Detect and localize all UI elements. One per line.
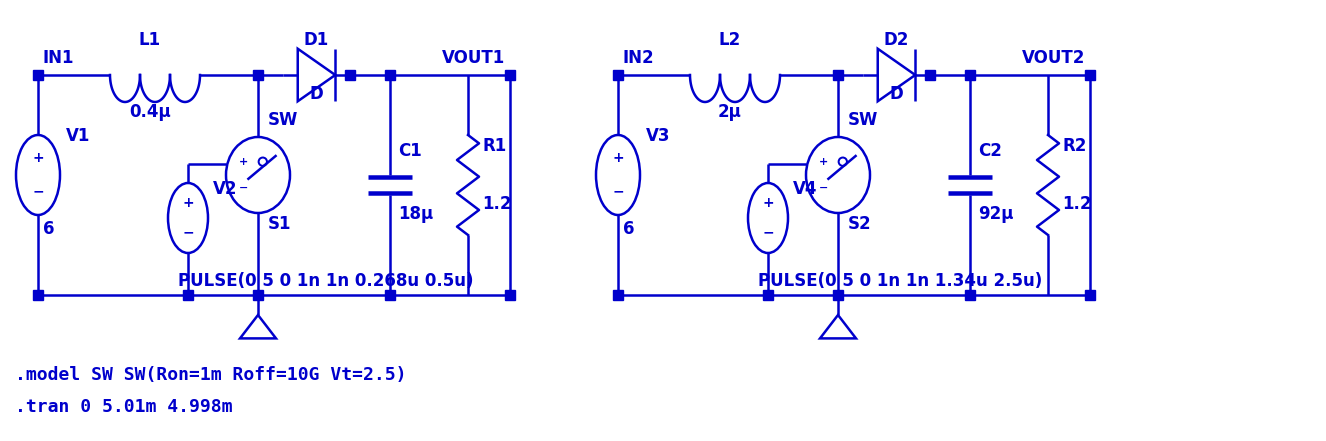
Text: V2: V2: [213, 180, 237, 198]
Text: C1: C1: [398, 142, 422, 160]
Text: +: +: [819, 157, 829, 167]
Text: +: +: [762, 196, 774, 210]
Text: D1: D1: [304, 31, 329, 49]
Text: 0.4μ: 0.4μ: [129, 103, 171, 121]
Text: IN2: IN2: [623, 49, 655, 67]
Text: 2μ: 2μ: [719, 103, 743, 121]
Text: R1: R1: [481, 137, 507, 155]
Text: −: −: [613, 185, 623, 199]
Text: VOUT1: VOUT1: [442, 49, 505, 67]
Text: V3: V3: [646, 127, 671, 145]
Text: PULSE(0 5 0 1n 1n 1.34u 2.5u): PULSE(0 5 0 1n 1n 1.34u 2.5u): [758, 272, 1042, 290]
Text: +: +: [613, 151, 623, 165]
Text: SW: SW: [849, 111, 878, 129]
Text: D: D: [310, 85, 324, 103]
Text: 6: 6: [623, 220, 635, 238]
Text: S2: S2: [849, 215, 871, 233]
Text: +: +: [182, 196, 194, 210]
Text: V4: V4: [793, 180, 818, 198]
Text: L2: L2: [719, 31, 741, 49]
Text: 6: 6: [42, 220, 54, 238]
Text: D: D: [890, 85, 903, 103]
Text: S1: S1: [268, 215, 292, 233]
Text: D2: D2: [884, 31, 910, 49]
Text: −: −: [32, 185, 44, 199]
Text: .tran 0 5.01m 4.998m: .tran 0 5.01m 4.998m: [15, 398, 232, 416]
Text: −: −: [762, 226, 774, 240]
Text: +: +: [32, 151, 44, 165]
Text: L1: L1: [139, 31, 160, 49]
Text: PULSE(0 5 0 1n 1n 0.268u 0.5u): PULSE(0 5 0 1n 1n 0.268u 0.5u): [178, 272, 473, 290]
Text: VOUT2: VOUT2: [1021, 49, 1085, 67]
Text: 18μ: 18μ: [398, 205, 434, 223]
Text: V1: V1: [66, 127, 90, 145]
Text: .model SW SW(Ron=1m Roff=10G Vt=2.5): .model SW SW(Ron=1m Roff=10G Vt=2.5): [15, 366, 407, 384]
Text: R2: R2: [1062, 137, 1086, 155]
Text: 1.2: 1.2: [1062, 195, 1091, 213]
Text: +: +: [239, 157, 248, 167]
Text: SW: SW: [268, 111, 298, 129]
Text: −: −: [239, 183, 248, 193]
Text: −: −: [819, 183, 829, 193]
Text: IN1: IN1: [42, 49, 74, 67]
Text: 1.2: 1.2: [481, 195, 512, 213]
Text: 92μ: 92μ: [979, 205, 1013, 223]
Text: −: −: [182, 226, 194, 240]
Text: C2: C2: [979, 142, 1002, 160]
